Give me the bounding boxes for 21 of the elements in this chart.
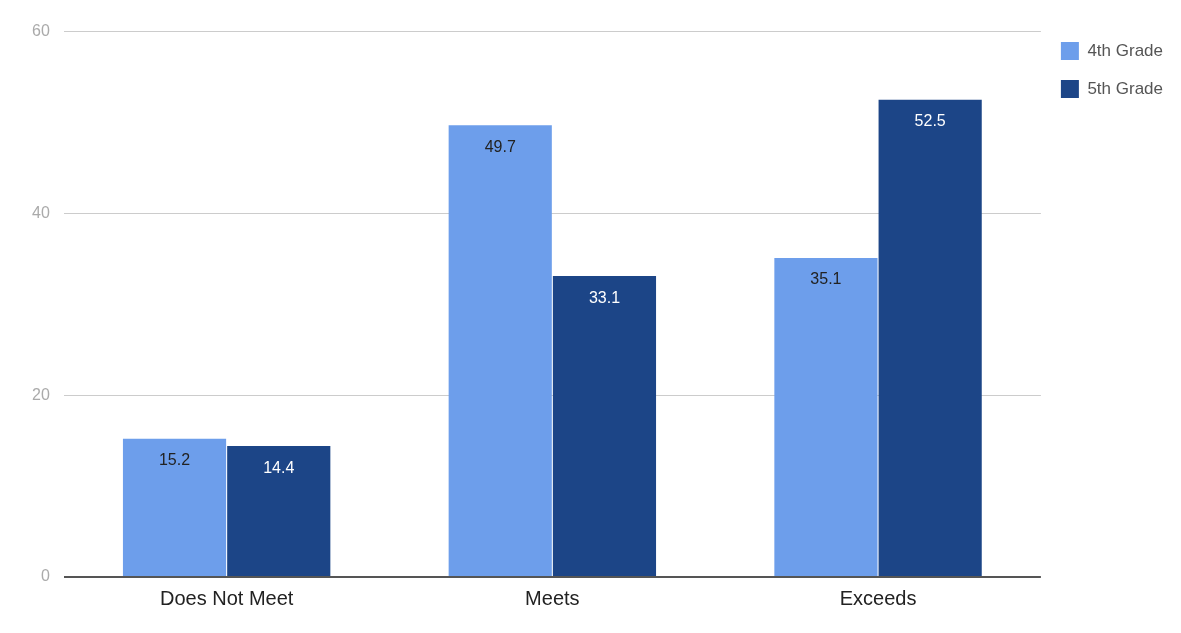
bar: [122, 438, 227, 576]
data-label: 35.1: [810, 270, 842, 288]
data-label: 49.7: [484, 137, 516, 155]
y-tick-label: 40: [32, 203, 50, 221]
legend-label: 5th Grade: [1087, 78, 1164, 98]
data-label: 33.1: [588, 288, 621, 306]
data-label: 14.4: [263, 458, 295, 476]
bar: [878, 99, 982, 576]
bar: [227, 446, 331, 576]
bar: [448, 125, 552, 576]
x-tick-label: Meets: [525, 586, 580, 609]
x-tick-label: Exceeds: [839, 586, 917, 609]
y-tick-label: 0: [40, 567, 50, 585]
legend-label: 4th Grade: [1087, 40, 1164, 60]
bar: [552, 276, 657, 576]
data-label: 15.2: [158, 451, 191, 469]
bar: [774, 257, 878, 576]
data-label: 52.5: [914, 112, 946, 130]
y-tick-label: 20: [32, 385, 50, 403]
y-tick-label: 60: [32, 22, 50, 40]
x-tick-label: Does Not Meet: [159, 586, 294, 609]
